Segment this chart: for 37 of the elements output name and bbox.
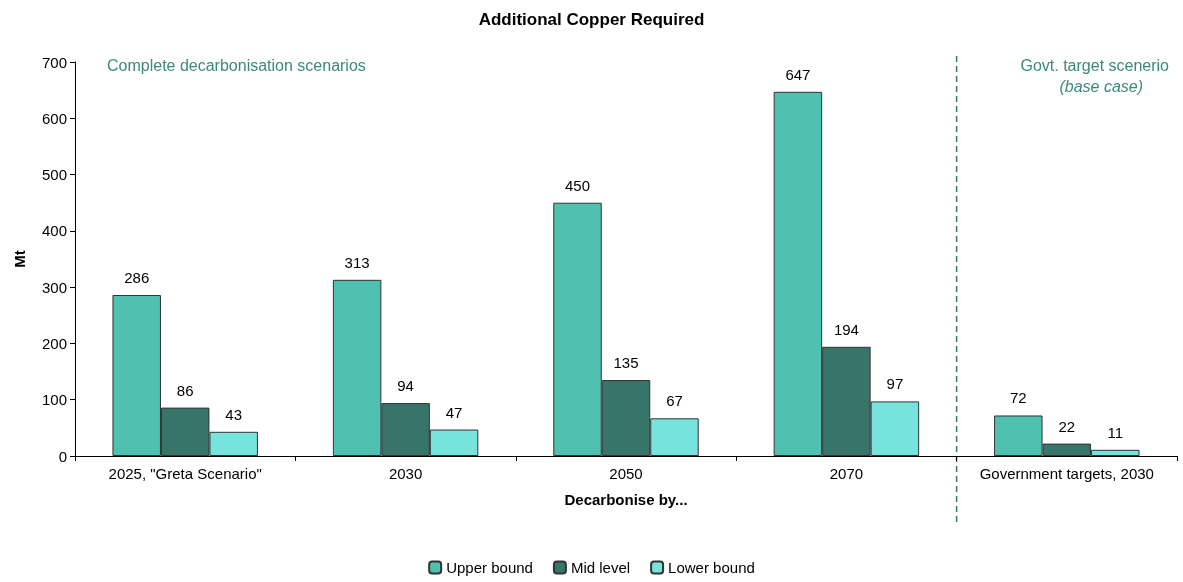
legend-label: Lower bound	[668, 559, 755, 576]
x-tick-label: 2030	[388, 465, 423, 482]
data-label: 97	[886, 375, 904, 393]
data-label: 194	[833, 320, 859, 338]
data-label: 135	[613, 354, 639, 372]
y-tick-label: 700	[41, 53, 67, 71]
data-label: 313	[344, 253, 370, 271]
data-label: 94	[397, 377, 414, 395]
data-label: 67	[666, 392, 683, 410]
chart-title: Additional Copper Required	[478, 10, 705, 29]
data-label: 11	[1107, 423, 1124, 441]
y-tick-label: 300	[41, 278, 67, 296]
y-tick-label: 500	[41, 166, 67, 184]
y-tick-label: 0	[58, 447, 67, 465]
data-label: 286	[124, 269, 150, 287]
data-label: 72	[1009, 389, 1027, 407]
y-tick-label: 100	[41, 391, 67, 409]
x-tick-label: 2050	[609, 465, 643, 482]
legend-label: Upper bound	[446, 559, 533, 576]
y-tick-label: 600	[41, 109, 67, 127]
x-tick-label: 2025, "Greta Scenario"	[108, 465, 262, 482]
data-label: 647	[785, 65, 811, 83]
data-label: 47	[445, 403, 463, 421]
annotation: Govt. target scenerio	[1020, 56, 1170, 74]
legend-label: Mid level	[570, 559, 631, 576]
x-tick-label: Government targets, 2030	[979, 465, 1154, 482]
x-axis-title: Decarbonise by...	[564, 491, 688, 508]
y-axis-title: Mt	[11, 250, 28, 268]
data-label: 43	[225, 405, 243, 423]
y-tick-label: 200	[41, 334, 67, 352]
annotation: Complete decarbonisation scenarios	[107, 56, 366, 74]
data-label: 22	[1058, 417, 1076, 435]
annotation: (base case)	[1059, 77, 1143, 95]
y-tick-label: 400	[41, 222, 67, 240]
data-label: 86	[176, 381, 194, 399]
data-label: 450	[565, 176, 591, 194]
x-tick-label: 2070	[829, 465, 864, 482]
